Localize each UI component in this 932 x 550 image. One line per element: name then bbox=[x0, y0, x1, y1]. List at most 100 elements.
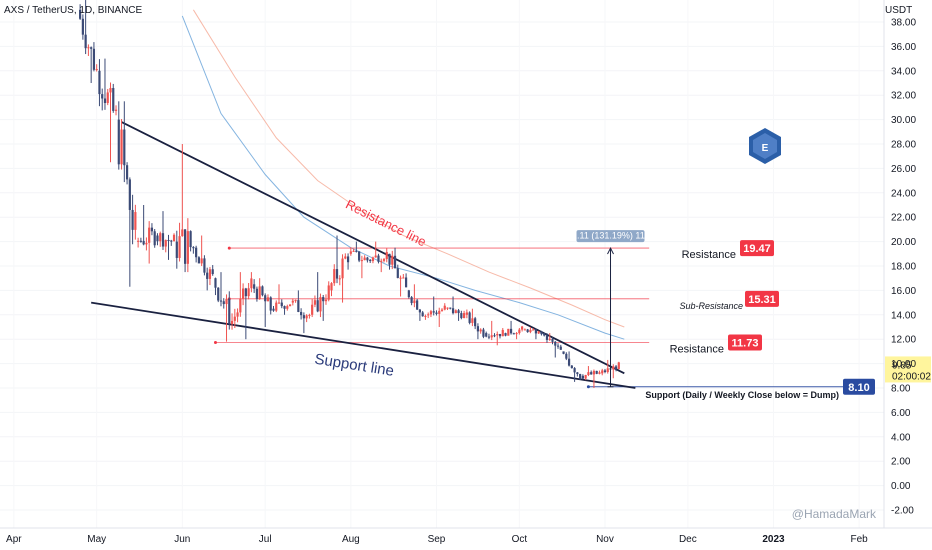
candle-body bbox=[493, 335, 496, 337]
candle-body bbox=[139, 240, 142, 242]
candle-body bbox=[222, 301, 225, 305]
candle-body bbox=[352, 250, 355, 252]
candle-body bbox=[590, 372, 593, 375]
candle-body bbox=[120, 129, 123, 165]
candle-body bbox=[211, 269, 214, 275]
candle-body bbox=[540, 331, 543, 335]
candle-body bbox=[297, 300, 300, 312]
candle-body bbox=[576, 372, 579, 375]
tradingview-logo-icon: E bbox=[749, 128, 781, 164]
candle-body bbox=[474, 318, 477, 327]
level-value-box bbox=[740, 240, 774, 257]
candle-body bbox=[496, 333, 499, 336]
candle-body bbox=[482, 329, 485, 337]
y-tick-label: 12.00 bbox=[891, 335, 916, 346]
candle-body bbox=[435, 312, 438, 314]
y-tick-label: 28.00 bbox=[891, 140, 916, 151]
candle-body bbox=[432, 311, 435, 313]
candle-body bbox=[322, 297, 325, 302]
candle-body bbox=[388, 253, 391, 265]
candle-body bbox=[302, 315, 305, 319]
candle-body bbox=[551, 338, 554, 342]
candle-body bbox=[573, 368, 576, 373]
level-value-box bbox=[745, 290, 779, 307]
candle-body bbox=[79, 9, 82, 19]
level-value-box bbox=[728, 334, 762, 351]
y-tick-label: 10.00 bbox=[891, 359, 916, 370]
candle-body bbox=[440, 309, 444, 311]
candle-body bbox=[101, 94, 104, 99]
candle-body bbox=[521, 326, 524, 330]
candle-body bbox=[156, 235, 159, 242]
candle-body bbox=[269, 297, 272, 311]
candle-body bbox=[264, 295, 267, 302]
x-tick-label: May bbox=[87, 534, 106, 545]
candle-body bbox=[327, 285, 330, 300]
y-tick-label: 30.00 bbox=[891, 115, 916, 126]
candle-body bbox=[526, 329, 529, 333]
y-tick-label: 4.00 bbox=[891, 432, 911, 443]
candle-body bbox=[103, 98, 107, 103]
measure-box bbox=[576, 230, 645, 243]
candle-body bbox=[598, 372, 601, 374]
candle-body bbox=[225, 298, 228, 305]
candle-body bbox=[612, 366, 615, 370]
candle-body bbox=[236, 312, 239, 317]
symbol-title[interactable]: AXS / TetherUS, 1D, BINANCE bbox=[4, 5, 143, 16]
candle-body bbox=[410, 297, 413, 304]
candle-body bbox=[565, 353, 568, 359]
candle-body bbox=[587, 372, 590, 376]
measure-arrow bbox=[607, 246, 614, 255]
candle-body bbox=[358, 251, 361, 261]
candle-body bbox=[242, 288, 245, 299]
candle-body bbox=[366, 257, 369, 261]
candle-body bbox=[371, 257, 375, 262]
y-tick-label: 16.00 bbox=[891, 286, 916, 297]
candle-body bbox=[556, 345, 560, 347]
candle-body bbox=[197, 257, 200, 264]
candle-body bbox=[272, 308, 275, 311]
candle-body bbox=[283, 306, 286, 309]
candle-body bbox=[416, 300, 419, 310]
level-label: Resistance bbox=[670, 343, 724, 355]
candle-body bbox=[463, 313, 466, 319]
level-value-box bbox=[843, 378, 875, 395]
y-tick-label: 26.00 bbox=[891, 164, 916, 175]
candle-body bbox=[311, 304, 314, 315]
candle-body bbox=[429, 311, 433, 315]
candle-body bbox=[532, 329, 535, 331]
x-tick-label: Apr bbox=[6, 534, 22, 545]
candle-body bbox=[369, 259, 372, 262]
candle-body bbox=[148, 227, 151, 243]
candle-body bbox=[485, 333, 488, 337]
candle-body bbox=[239, 298, 242, 313]
candle-body bbox=[217, 287, 220, 301]
candle-body bbox=[117, 119, 120, 165]
candle-body bbox=[92, 48, 96, 70]
candle-body bbox=[341, 258, 344, 279]
candle-body bbox=[316, 300, 319, 312]
candle-body bbox=[592, 370, 596, 375]
candle-body bbox=[161, 233, 165, 247]
y-axis[interactable]: 38.00 36.00 34.00 32.00 30.00 28.00 26.00 24.00… bbox=[883, 0, 916, 528]
candle-body bbox=[363, 257, 366, 261]
candle-body bbox=[137, 240, 140, 242]
y-tick-label: 22.00 bbox=[891, 213, 916, 224]
candle-body bbox=[206, 272, 209, 279]
candle-body bbox=[142, 240, 145, 245]
x-tick-label: Feb bbox=[851, 534, 869, 545]
candle-body bbox=[181, 229, 184, 237]
candle-body bbox=[344, 256, 347, 259]
candle-body bbox=[559, 346, 562, 350]
candle-body bbox=[595, 370, 598, 374]
candle-body bbox=[300, 311, 303, 316]
x-axis[interactable]: Apr May Jun Jul Aug Sep Oct Nov Dec 2023 Feb bbox=[0, 527, 932, 545]
y-tick-label: -2.00 bbox=[891, 506, 914, 517]
candle-body bbox=[487, 336, 491, 338]
candle-body bbox=[346, 256, 350, 263]
candle-body bbox=[338, 278, 341, 280]
candle-body bbox=[106, 92, 109, 103]
y-tick-label: 8.00 bbox=[891, 384, 911, 395]
